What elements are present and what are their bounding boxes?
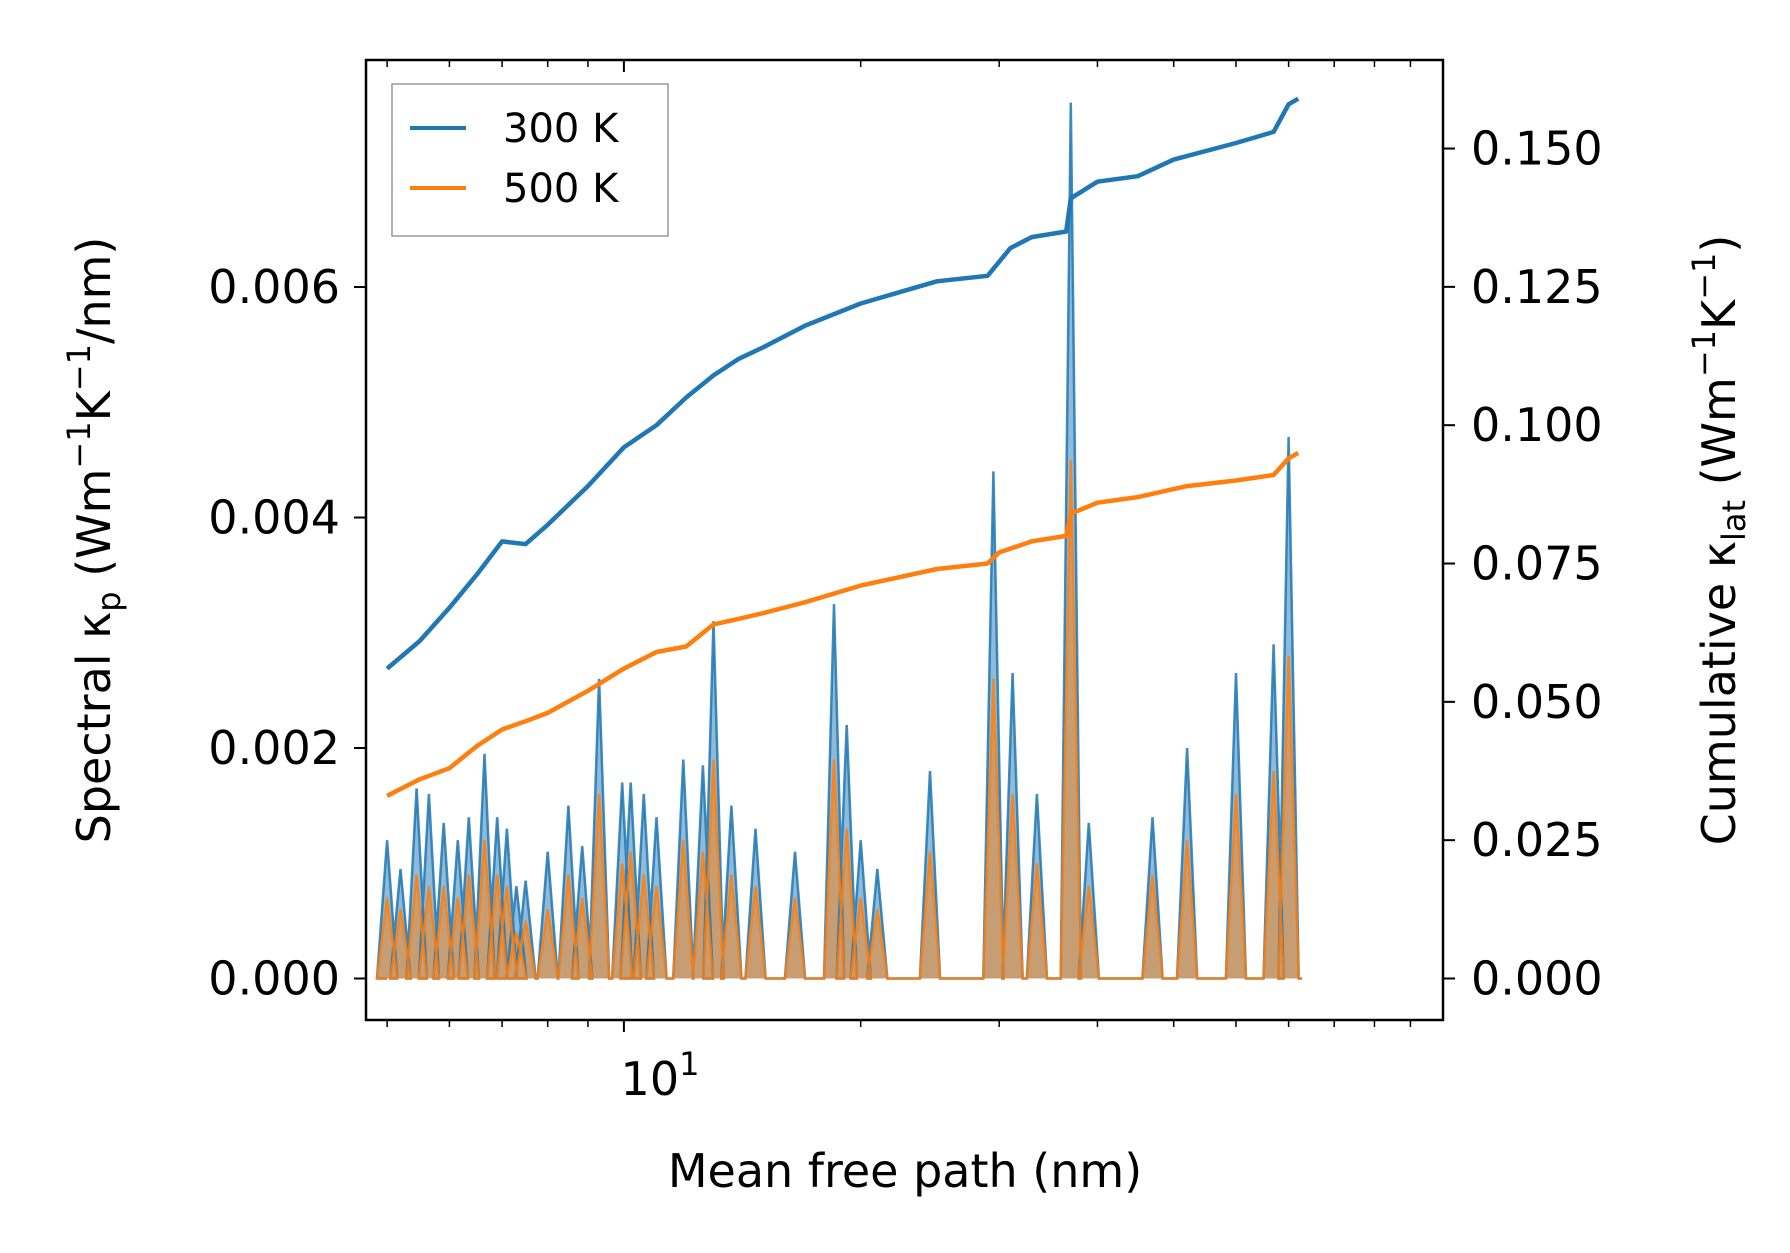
- legend-label-500k: 500 K: [503, 166, 620, 212]
- spectral-line-500k: [375, 459, 1302, 980]
- left-tick-label: 0.004: [208, 491, 340, 545]
- left-tick-label: 0.006: [208, 260, 340, 314]
- cumulative-line-500k: [386, 450, 1300, 798]
- right-tick-label: 0.125: [1471, 260, 1603, 314]
- right-tick-label: 0.075: [1471, 537, 1603, 591]
- right-tick-label: 0.000: [1471, 952, 1603, 1006]
- x-axis-label: Mean free path (nm): [668, 1144, 1142, 1198]
- right-axis-label: Cumulative κlat (Wm−1K−1): [1685, 235, 1753, 846]
- left-tick-label: 0.000: [208, 952, 340, 1006]
- spectral-fill-500k: [377, 459, 1302, 979]
- right-tick-label: 0.050: [1471, 675, 1603, 729]
- spectral-line-300k: [375, 102, 1302, 980]
- right-tick-label: 0.150: [1471, 122, 1603, 176]
- legend: 300 K 500 K: [391, 83, 669, 237]
- left-tick-label: 0.002: [208, 721, 340, 775]
- right-tick-label: 0.100: [1471, 398, 1603, 452]
- left-axis-label: Spectral κp (Wm−1K−1/nm): [60, 237, 128, 844]
- legend-box: [391, 83, 669, 237]
- legend-label-300k: 300 K: [503, 106, 620, 152]
- x-tick-label-10: 101: [621, 1045, 700, 1106]
- plot-frame: [364, 58, 1445, 1022]
- cumulative-lines: [385, 96, 1300, 798]
- spectral-fills: [377, 102, 1302, 979]
- right-tick-label: 0.025: [1471, 813, 1603, 867]
- cumulative-line-300k: [385, 96, 1300, 671]
- spectral-lines: [375, 102, 1302, 980]
- axis-ticks: 0.000 0.002 0.004 0.006 0.000 0.025 0.050 0.075…: [208, 60, 1603, 1032]
